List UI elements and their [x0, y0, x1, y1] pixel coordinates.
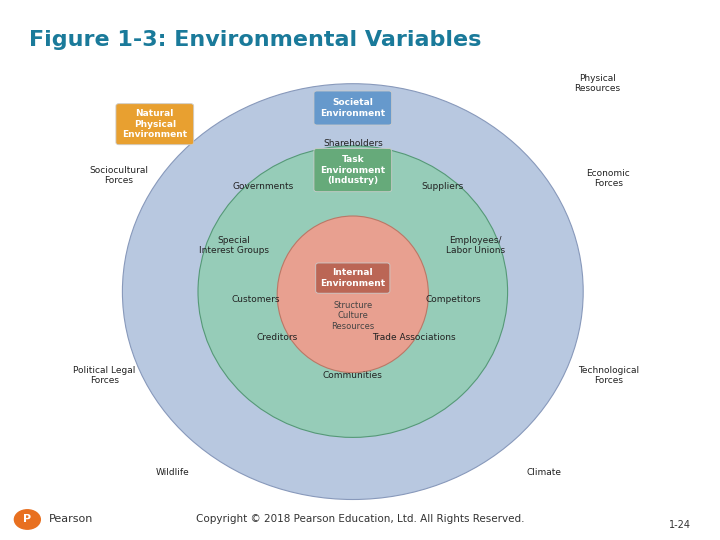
Text: Governments: Governments: [232, 182, 294, 191]
Text: Wildlife: Wildlife: [156, 468, 189, 477]
Text: Sociocultural
Forces: Sociocultural Forces: [89, 166, 148, 185]
Text: Trade Associations: Trade Associations: [372, 333, 456, 342]
FancyBboxPatch shape: [314, 91, 392, 125]
Text: Technological
Forces: Technological Forces: [578, 366, 639, 385]
FancyBboxPatch shape: [116, 104, 194, 145]
Text: Figure 1-3: Environmental Variables: Figure 1-3: Environmental Variables: [29, 30, 481, 50]
Text: Physical
Resources: Physical Resources: [575, 74, 621, 93]
Text: Internal
Environment: Internal Environment: [320, 268, 385, 288]
Text: Structure
Culture
Resources: Structure Culture Resources: [331, 301, 374, 331]
Ellipse shape: [277, 216, 428, 373]
Text: Employees/
Labor Unions: Employees/ Labor Unions: [446, 236, 505, 255]
Text: Shareholders: Shareholders: [323, 139, 382, 147]
Text: Suppliers: Suppliers: [422, 182, 464, 191]
Text: Political Legal
Forces: Political Legal Forces: [73, 366, 135, 385]
Text: Copyright © 2018 Pearson Education, Ltd. All Rights Reserved.: Copyright © 2018 Pearson Education, Ltd.…: [196, 515, 524, 524]
Text: Economic
Forces: Economic Forces: [587, 168, 630, 188]
Text: Natural
Physical
Environment: Natural Physical Environment: [122, 109, 187, 139]
Text: Task
Environment
(Industry): Task Environment (Industry): [320, 155, 385, 185]
Text: Special
Interest Groups: Special Interest Groups: [199, 236, 269, 255]
Text: Climate: Climate: [526, 468, 561, 477]
Text: Communities: Communities: [323, 371, 383, 380]
Text: Creditors: Creditors: [256, 333, 298, 342]
Text: Societal
Environment: Societal Environment: [320, 98, 385, 118]
Text: Pearson: Pearson: [49, 515, 94, 524]
Text: P: P: [23, 515, 32, 524]
Text: Customers: Customers: [231, 295, 280, 304]
Text: Competitors: Competitors: [426, 295, 482, 304]
Ellipse shape: [198, 146, 508, 437]
Ellipse shape: [122, 84, 583, 500]
FancyBboxPatch shape: [316, 263, 390, 293]
FancyBboxPatch shape: [314, 148, 392, 192]
Circle shape: [14, 510, 40, 529]
Text: 1-24: 1-24: [669, 520, 691, 530]
